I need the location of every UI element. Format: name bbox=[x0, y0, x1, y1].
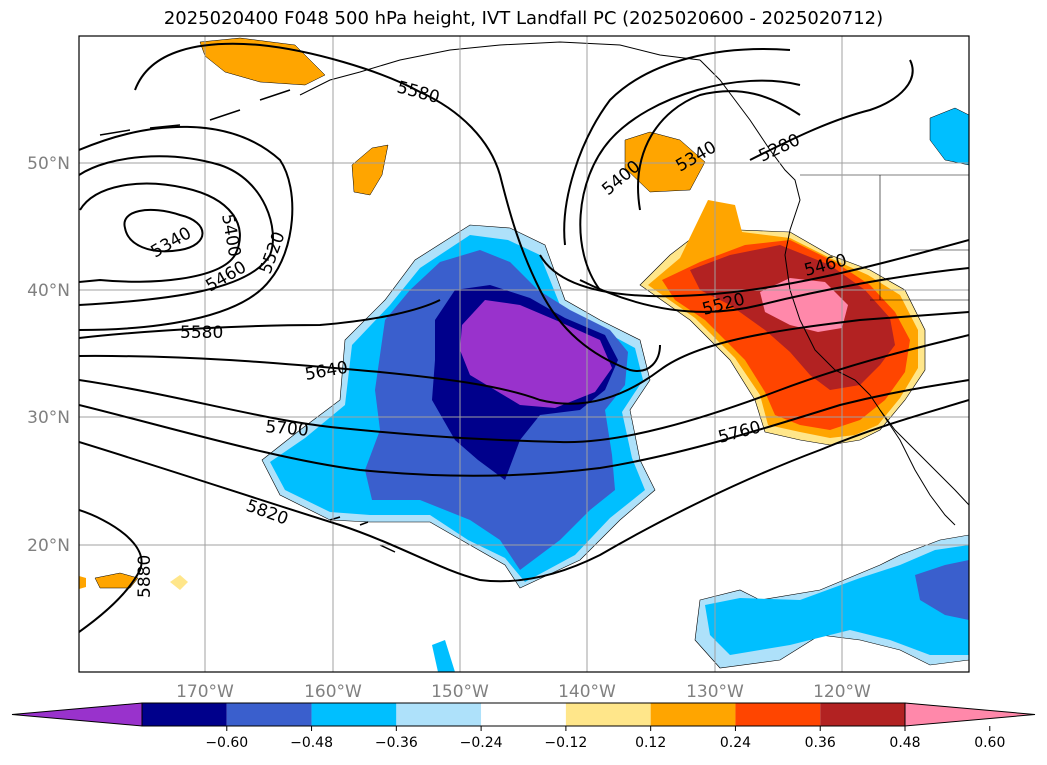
north-america-coast bbox=[699, 59, 969, 506]
pos-subtropic-small bbox=[170, 575, 188, 590]
lon-label: 120°W bbox=[813, 682, 871, 702]
neg-extreme-shading bbox=[460, 300, 612, 408]
contour-5580-north bbox=[134, 42, 661, 372]
colorbar-extend-high bbox=[904, 702, 1036, 727]
lat-label: 50°N bbox=[27, 154, 70, 174]
neg-southeast-weak bbox=[705, 545, 969, 655]
contour-label: 5880 bbox=[135, 555, 155, 598]
colorbar-segment bbox=[481, 703, 566, 726]
contour-5820 bbox=[79, 399, 969, 583]
contour-5520-east bbox=[579, 267, 969, 313]
contour-5340-west bbox=[123, 208, 204, 253]
lon-label: 140°W bbox=[558, 682, 616, 702]
pos-extreme-shading bbox=[760, 278, 848, 332]
colorbar-tick-label: −0.24 bbox=[460, 735, 503, 751]
colorbar-segment bbox=[396, 703, 482, 726]
contour-5460-east bbox=[539, 239, 969, 298]
colorbar-tick-label: −0.48 bbox=[290, 735, 333, 751]
alaska-coast bbox=[299, 41, 701, 96]
colorbar-segment bbox=[735, 703, 821, 726]
colorbar-tick-label: −0.12 bbox=[544, 735, 587, 751]
map-title: 2025020400 F048 500 hPa height, IVT Land… bbox=[163, 8, 884, 29]
lon-label: 150°W bbox=[431, 682, 489, 702]
contour-label: 5580 bbox=[180, 323, 223, 343]
pos-left-edge bbox=[79, 576, 86, 589]
longitude-labels: 170°W 160°W 150°W 140°W 130°W 120°W bbox=[176, 682, 871, 702]
coastlines bbox=[99, 41, 969, 553]
latitude-labels: 50°N 40°N 30°N 20°N bbox=[27, 154, 70, 556]
lat-label: 20°N bbox=[27, 536, 70, 556]
lat-label: 30°N bbox=[27, 408, 70, 428]
map-area: 5340 5400 5460 5520 5580 5580 5640 5700 … bbox=[79, 36, 969, 672]
colorbar-tick-label: −0.36 bbox=[375, 735, 418, 751]
height-contours bbox=[79, 42, 969, 633]
colorbar-segment bbox=[226, 703, 312, 726]
contour-5880-west bbox=[79, 509, 143, 633]
contour-northeast bbox=[749, 59, 914, 161]
colorbar-ticks: −0.60 −0.48 −0.36 −0.24 −0.12 0.12 0.24 0.36 0.4… bbox=[205, 726, 1005, 751]
colorbar-tick-label: 0.24 bbox=[720, 735, 751, 751]
colorbar-segment bbox=[311, 703, 397, 726]
contour-5460-west bbox=[79, 155, 274, 306]
colorbar-extend-low bbox=[11, 702, 143, 727]
neg-small-shading bbox=[432, 640, 455, 672]
lon-label: 130°W bbox=[686, 682, 744, 702]
lat-label: 40°N bbox=[27, 281, 70, 301]
contour-5760 bbox=[79, 379, 969, 477]
contour-5400-west bbox=[79, 182, 241, 283]
contour-label: 5700 bbox=[265, 417, 310, 441]
neg-northeast-shading bbox=[929, 107, 969, 166]
pos-aleutian-small bbox=[351, 144, 389, 196]
contour-5280-east bbox=[637, 90, 801, 211]
neg-southeast-mid bbox=[915, 560, 969, 620]
colorbar-tick-label: 0.60 bbox=[974, 735, 1005, 751]
pos-subtropic-shading bbox=[94, 572, 139, 589]
state-borders bbox=[800, 174, 969, 301]
contour-5700 bbox=[79, 334, 969, 444]
colorbar-segment bbox=[565, 703, 651, 726]
contour-5520-west bbox=[79, 125, 294, 331]
contour-5580-west bbox=[79, 299, 441, 339]
colorbar-tick-label: 0.48 bbox=[889, 735, 920, 751]
hawaii-islands bbox=[329, 516, 396, 553]
lon-label: 160°W bbox=[304, 682, 362, 702]
colorbar-segments bbox=[11, 702, 1036, 727]
lon-label: 170°W bbox=[176, 682, 234, 702]
colorbar-tick-label: 0.36 bbox=[805, 735, 836, 751]
colorbar-segment bbox=[650, 703, 736, 726]
map-frame bbox=[78, 35, 970, 673]
contour-5640 bbox=[79, 311, 969, 405]
colorbar-segment bbox=[142, 703, 227, 726]
gridlines bbox=[79, 36, 969, 672]
colorbar-tick-label: 0.12 bbox=[635, 735, 666, 751]
colorbar-outline bbox=[141, 702, 906, 727]
baja-coast bbox=[879, 409, 956, 526]
contour-5340-east bbox=[579, 79, 801, 291]
contour-5400-east bbox=[563, 48, 791, 246]
colorbar: −0.60 −0.48 −0.36 −0.24 −0.12 0.12 0.24 0.36 0.4… bbox=[11, 702, 1036, 751]
colorbar-segment bbox=[820, 703, 905, 726]
colorbar-tick-label: −0.60 bbox=[205, 735, 248, 751]
aleutian-islands bbox=[99, 89, 291, 136]
